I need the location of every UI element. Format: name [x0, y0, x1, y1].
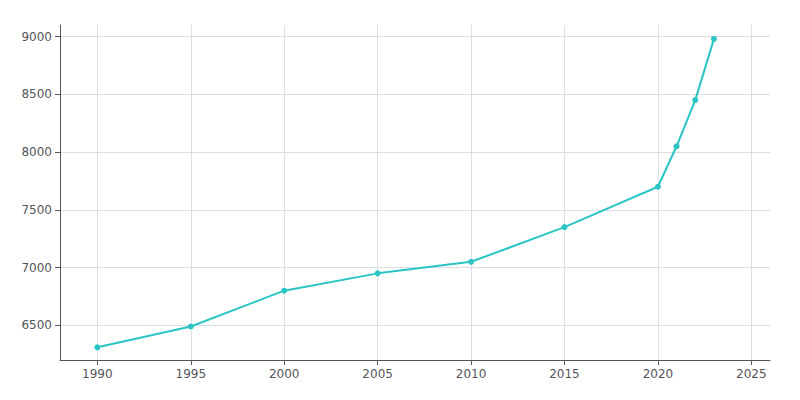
svg-text:2015: 2015	[549, 367, 580, 381]
svg-text:7500: 7500	[21, 203, 52, 217]
svg-text:7000: 7000	[21, 261, 52, 275]
svg-text:2010: 2010	[456, 367, 487, 381]
svg-text:2025: 2025	[736, 367, 767, 381]
svg-text:1995: 1995	[176, 367, 207, 381]
svg-text:2000: 2000	[269, 367, 300, 381]
svg-text:6500: 6500	[21, 318, 52, 332]
svg-text:8000: 8000	[21, 145, 52, 159]
svg-text:1990: 1990	[82, 367, 113, 381]
svg-text:2005: 2005	[362, 367, 393, 381]
svg-text:8500: 8500	[21, 87, 52, 101]
svg-text:9000: 9000	[21, 30, 52, 44]
svg-text:2020: 2020	[643, 367, 674, 381]
